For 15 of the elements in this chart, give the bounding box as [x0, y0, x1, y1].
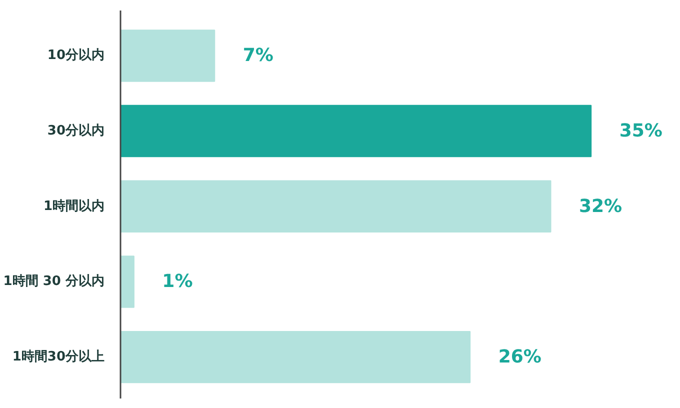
y-tick-label: 1時間以内 — [43, 198, 104, 214]
data-label: 7% — [242, 45, 274, 66]
bar — [120, 104, 592, 158]
y-tick-label: 30分以内 — [47, 124, 105, 139]
bar — [120, 256, 134, 308]
y-tick-label: 1時間30分以上 — [12, 350, 105, 365]
bar — [120, 180, 552, 232]
data-label: 26% — [498, 346, 542, 368]
data-label: 32% — [578, 196, 622, 217]
bar — [120, 30, 216, 82]
data-label: 35% — [619, 120, 662, 142]
bar — [120, 330, 471, 384]
y-tick-label: 1時間 30 分以内 — [3, 274, 105, 290]
data-label: 1% — [162, 271, 193, 292]
y-tick-label: 10分以内 — [47, 48, 105, 64]
